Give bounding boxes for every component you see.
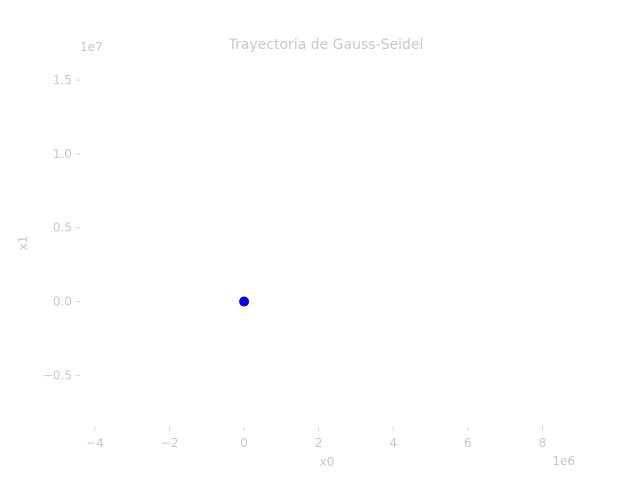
x-tick-label: 2 [315, 436, 323, 450]
y-axis-label: x1 [16, 236, 30, 251]
chart-title: Trayectoria de Gauss-Seidel [228, 37, 424, 53]
y-offset-text: 1e7 [80, 40, 103, 54]
x-tick-label: 4 [389, 436, 397, 450]
y-tick-label: 1.5 [53, 73, 72, 87]
y-tick-label: 1.0 [53, 147, 72, 161]
y-tick-label: 0.5 [53, 221, 72, 235]
x-tick-label: −4 [86, 436, 104, 450]
x-tick-label: 0 [240, 436, 248, 450]
x-tick-label: 8 [539, 436, 547, 450]
x-axis-ticks: −4 −2 0 2 4 6 8 [86, 427, 546, 450]
y-tick-label: −0.5 [43, 368, 72, 382]
x-tick-label: 6 [464, 436, 472, 450]
y-tick-label: 0.0 [53, 295, 72, 309]
y-axis-ticks: −0.5 0.0 0.5 1.0 1.5 [43, 73, 80, 382]
data-points [239, 296, 250, 307]
x-offset-text: 1e6 [552, 454, 575, 468]
x-axis-label: x0 [320, 455, 335, 469]
x-tick-label: −2 [161, 436, 179, 450]
data-point [239, 296, 250, 307]
